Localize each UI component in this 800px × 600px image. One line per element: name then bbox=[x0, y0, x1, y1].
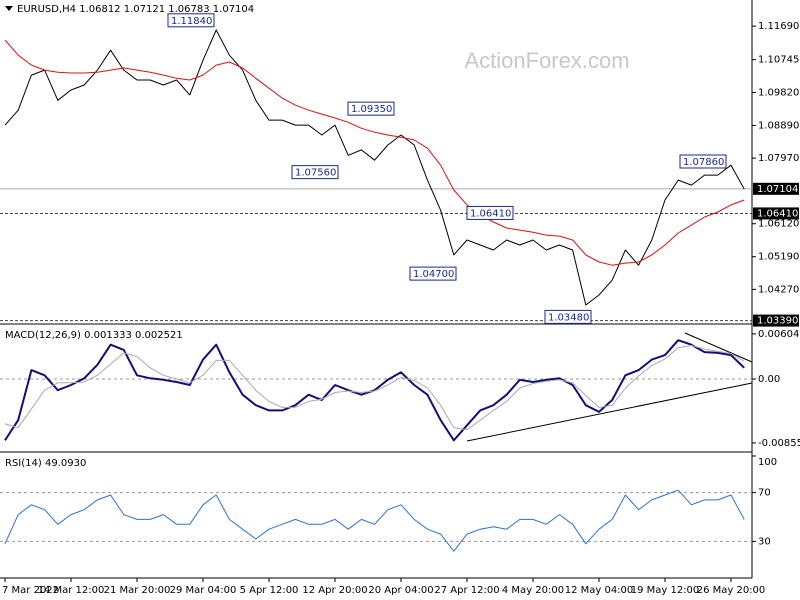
x-tick-label: 20 Apr 04:00 bbox=[368, 585, 433, 596]
series-line bbox=[4, 29, 745, 306]
y-tick-label: 0.006043 bbox=[758, 329, 800, 340]
price-annotation-box bbox=[544, 309, 592, 324]
price-annotation-box bbox=[347, 101, 395, 116]
series-line bbox=[4, 39, 745, 266]
price-annotation: 1.06410 bbox=[470, 208, 511, 219]
y-tick-label: 30 bbox=[758, 536, 771, 547]
x-tick-label: 12 Apr 20:00 bbox=[302, 585, 367, 596]
price-annotation: 1.07860 bbox=[683, 157, 724, 168]
x-tick-label: 27 Apr 12:00 bbox=[434, 585, 499, 596]
macd-header: MACD(12,26,9) 0.001333 0.002521 bbox=[5, 330, 183, 341]
price-annotation-box bbox=[291, 165, 339, 180]
series-line bbox=[4, 344, 745, 431]
price-tag-label: 1.06410 bbox=[757, 208, 798, 219]
price-tag bbox=[753, 182, 799, 195]
price-annotation: 1.04700 bbox=[413, 269, 454, 280]
y-tick-label: -0.008552 bbox=[758, 438, 800, 449]
price-tag-label: 1.03390 bbox=[757, 316, 798, 327]
x-tick-label: 4 May 20:00 bbox=[502, 585, 564, 596]
y-tick-label: 1.07970 bbox=[758, 153, 799, 164]
y-tick-label: 1.08890 bbox=[758, 120, 799, 131]
x-tick-label: 29 Mar 04:00 bbox=[170, 585, 237, 596]
price-tag bbox=[753, 314, 799, 327]
y-tick-label: 0.00 bbox=[758, 374, 780, 385]
y-tick-label: 1.04270 bbox=[758, 284, 799, 295]
x-tick-label: 12 May 04:00 bbox=[565, 585, 634, 596]
y-tick-label: 1.06120 bbox=[758, 219, 799, 230]
price-tag-label: 1.07104 bbox=[757, 184, 798, 195]
price-annotation-box bbox=[466, 205, 514, 220]
x-tick-label: 19 May 12:00 bbox=[631, 585, 700, 596]
price-annotation: 1.07560 bbox=[295, 168, 336, 179]
series-line bbox=[4, 489, 745, 552]
menu-icon[interactable] bbox=[5, 6, 13, 11]
y-tick-label: 70 bbox=[758, 488, 771, 499]
price-annotation-box bbox=[167, 13, 215, 28]
x-tick-label: 26 May 20:00 bbox=[697, 585, 766, 596]
x-tick-label: 14 Mar 12:00 bbox=[38, 585, 105, 596]
watermark: ActionForex.com bbox=[464, 48, 629, 73]
y-tick-label: 1.11690 bbox=[758, 21, 799, 32]
x-tick-label: 7 Mar 2022 bbox=[2, 585, 59, 596]
y-tick-label: 1.05190 bbox=[758, 252, 799, 263]
x-tick-label: 5 Apr 12:00 bbox=[240, 585, 299, 596]
price-annotation: 1.09350 bbox=[351, 104, 392, 115]
trend-line bbox=[466, 382, 753, 442]
series-line bbox=[4, 339, 745, 442]
y-tick-label: 1.09820 bbox=[758, 87, 799, 98]
price-annotation-box bbox=[409, 266, 457, 281]
price-annotation: 1.11840 bbox=[171, 16, 212, 27]
trend-line bbox=[684, 332, 753, 363]
y-tick-label: 1.10745 bbox=[758, 55, 799, 66]
price-annotation-box bbox=[679, 154, 727, 169]
rsi-header: RSI(14) 49.0930 bbox=[5, 458, 86, 469]
price-annotation: 1.03480 bbox=[548, 312, 589, 323]
y-tick-label: 100 bbox=[758, 457, 777, 468]
price-tag bbox=[753, 207, 799, 220]
x-tick-label: 21 Mar 20:00 bbox=[104, 585, 171, 596]
price-header: EURUSD,H4 1.06812 1.07121 1.06783 1.0710… bbox=[17, 4, 254, 15]
